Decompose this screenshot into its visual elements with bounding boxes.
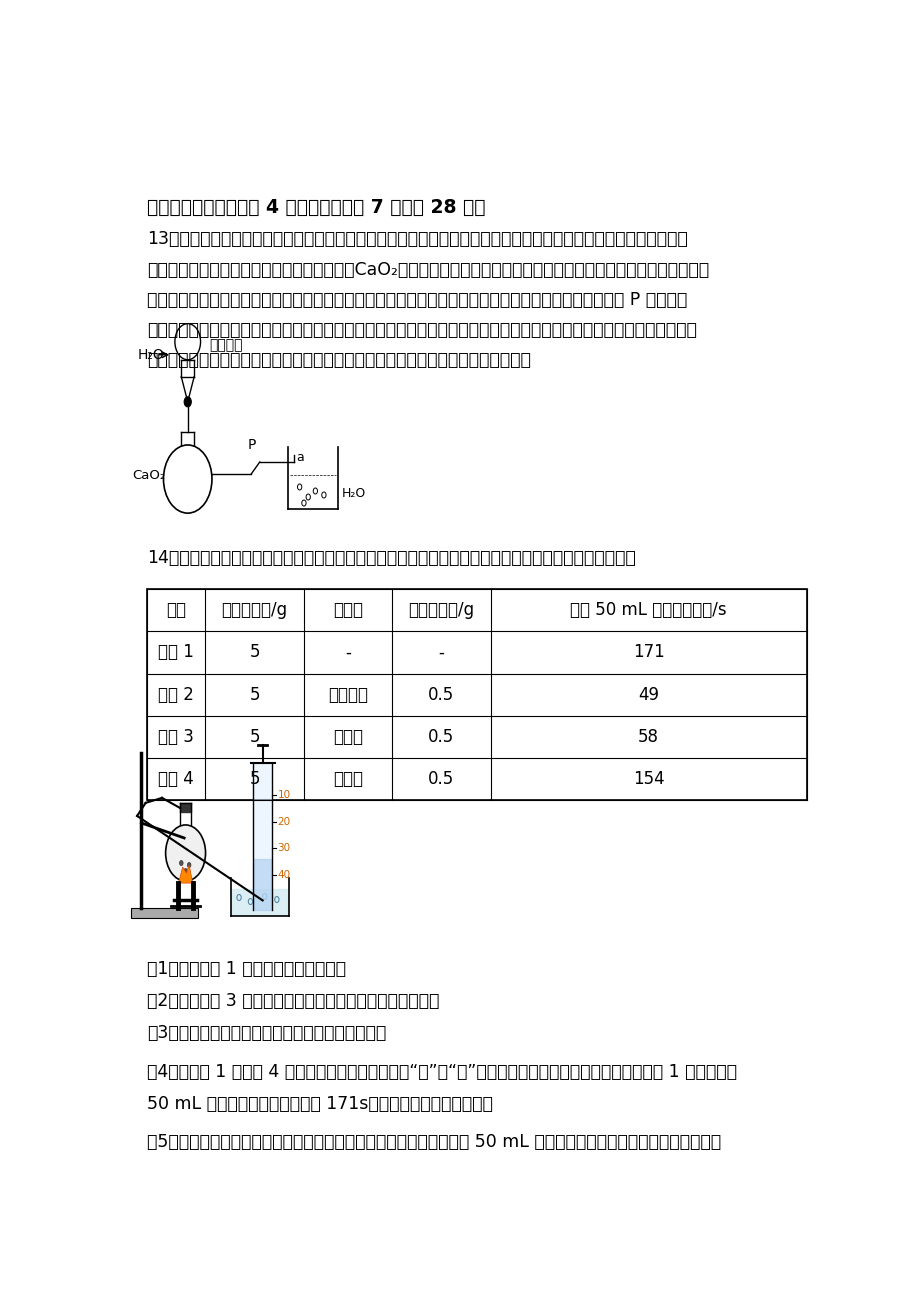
Text: 13．小强在回家的途中经过一鱼塘边时，发现养鱼师傅向鱼塘中撒一种微黄色的固体，鱼塘中顿时产生大量气泡，经: 13．小强在回家的途中经过一鱼塘边时，发现养鱼师傅向鱼塘中撒一种微黄色的固体，鱼… bbox=[147, 230, 687, 249]
Text: 30: 30 bbox=[278, 844, 290, 853]
Text: 倦化剂质量/g: 倦化剂质量/g bbox=[408, 602, 474, 620]
Text: 氯化饖: 氯化饖 bbox=[333, 769, 362, 788]
Text: H₂O: H₂O bbox=[341, 487, 366, 500]
Text: 49: 49 bbox=[638, 686, 658, 703]
Text: （3）写出氯酸饖分解的文字表达式：＿＿＿＿＿；: （3）写出氯酸饖分解的文字表达式：＿＿＿＿＿； bbox=[147, 1025, 386, 1043]
Circle shape bbox=[184, 397, 191, 408]
Text: 10: 10 bbox=[278, 790, 290, 801]
Text: P: P bbox=[247, 437, 255, 452]
Text: 复燃，说明生成的气体是＿＿＿＿＿＿（填化学式）。由此可知养鱼师傅向鱼塘中撒过氧化馒的目的是＿＿＿＿＿＿。实: 复燃，说明生成的气体是＿＿＿＿＿＿（填化学式）。由此可知养鱼师傅向鱼塘中撒过氧化… bbox=[147, 320, 697, 339]
Text: （5）要比较氯酸饖分解反应中不同倦化剂的倦化效果，除了测量收集 50 mL 氧气所需时间外，还可以测量相同时间内: （5）要比较氯酸饖分解反应中不同倦化剂的倦化效果，除了测量收集 50 mL 氧气… bbox=[147, 1133, 720, 1151]
Text: 实验 1: 实验 1 bbox=[158, 643, 194, 661]
Text: 编号: 编号 bbox=[166, 602, 186, 620]
Text: 咋询得知，这种固体的主要成分是过氧化馒（CaO₂）。为研究鱼塘中大量气泡是何种气体所致，小强使用如图所示的装: 咋询得知，这种固体的主要成分是过氧化馒（CaO₂）。为研究鱼塘中大量气泡是何种气… bbox=[147, 260, 709, 279]
Text: 倦化剂: 倦化剂 bbox=[333, 602, 362, 620]
Circle shape bbox=[187, 862, 191, 867]
Text: -: - bbox=[345, 643, 350, 661]
Text: 5: 5 bbox=[249, 643, 259, 661]
Text: 5: 5 bbox=[249, 769, 259, 788]
Text: 实验 3: 实验 3 bbox=[158, 728, 194, 746]
Text: 收集 50 mL 氧气所需时间/s: 收集 50 mL 氧气所需时间/s bbox=[570, 602, 726, 620]
Text: （4）由实验 1 和实验 4 可知，氯化饖＿＿＿＿（填“有”或“无”）倦化作用。维持加热条件不变，用实验 1 再继续收集: （4）由实验 1 和实验 4 可知，氯化饖＿＿＿＿（填“有”或“无”）倦化作用。… bbox=[147, 1062, 736, 1081]
Text: 0.5: 0.5 bbox=[427, 728, 454, 746]
Text: CaO₂: CaO₂ bbox=[132, 469, 165, 482]
Text: （1）设置实验 1 的目的是＿＿＿＿＿；: （1）设置实验 1 的目的是＿＿＿＿＿； bbox=[147, 961, 346, 978]
Text: -: - bbox=[437, 643, 444, 661]
Text: 5: 5 bbox=[249, 728, 259, 746]
Text: a: a bbox=[296, 450, 303, 464]
Polygon shape bbox=[130, 909, 199, 918]
Text: 分液漏斗: 分液漏斗 bbox=[209, 337, 243, 352]
Text: 二、填空题（本题包括 4 个小题，每小题 7 分，共 28 分）: 二、填空题（本题包括 4 个小题，每小题 7 分，共 28 分） bbox=[147, 198, 485, 217]
Text: 40: 40 bbox=[278, 870, 290, 880]
Text: 实验 2: 实验 2 bbox=[158, 686, 194, 703]
Text: （2）表中所列 3 种倦化剂的倦化效果最佳的是＿＿＿＿＿；: （2）表中所列 3 种倦化剂的倦化效果最佳的是＿＿＿＿＿； bbox=[147, 992, 439, 1010]
Circle shape bbox=[165, 825, 205, 881]
Text: 实验 4: 实验 4 bbox=[158, 769, 194, 788]
Text: 154: 154 bbox=[632, 769, 664, 788]
Text: 20: 20 bbox=[278, 816, 290, 827]
Text: 0.5: 0.5 bbox=[427, 686, 454, 703]
Text: 氧化鐵: 氧化鐵 bbox=[333, 728, 362, 746]
Text: 置进行实验，打开分液漏斗的活塞，控制滴加水的速度，观察到试管内有气泡产生，用带火星的木条靠近 P 处，木条: 置进行实验，打开分液漏斗的活塞，控制滴加水的速度，观察到试管内有气泡产生，用带火… bbox=[147, 290, 686, 309]
Text: 171: 171 bbox=[632, 643, 664, 661]
Text: 0.5: 0.5 bbox=[427, 769, 454, 788]
Text: 二氧化锔: 二氧化锔 bbox=[327, 686, 368, 703]
Circle shape bbox=[184, 868, 187, 874]
Circle shape bbox=[179, 861, 183, 866]
Text: 5: 5 bbox=[249, 686, 259, 703]
Text: 50 mL 氧气，所需时间明显少于 171s，解释原因：＿＿＿＿＿；: 50 mL 氧气，所需时间明显少于 171s，解释原因：＿＿＿＿＿； bbox=[147, 1095, 493, 1113]
Polygon shape bbox=[178, 865, 192, 883]
Text: 验中还观察到插入到烧杯中的导气管口也凒出气泡，这一现象能说明什么＿＿＿＿。: 验中还观察到插入到烧杯中的导气管口也凒出气泡，这一现象能说明什么＿＿＿＿。 bbox=[147, 350, 530, 368]
Text: 14．某兴趣小组对氯酸饖分解反应的倦化剂进行研究，在相同的加热条件下，用如图装置完成表中实验：: 14．某兴趣小组对氯酸饖分解反应的倦化剂进行研究，在相同的加热条件下，用如图装置… bbox=[147, 549, 635, 568]
Text: H₂O: H₂O bbox=[138, 348, 165, 362]
Text: 58: 58 bbox=[638, 728, 658, 746]
Text: 氯酸饖质量/g: 氯酸饖质量/g bbox=[221, 602, 288, 620]
